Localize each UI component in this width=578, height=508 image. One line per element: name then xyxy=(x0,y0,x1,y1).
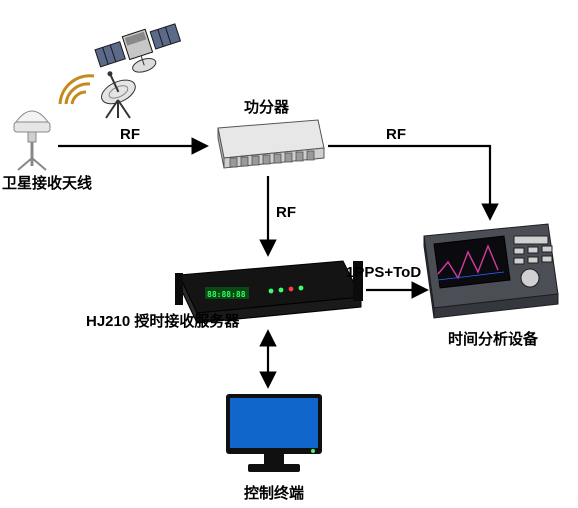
server-label: HJ210 授时接收服务器 xyxy=(86,310,239,331)
terminal-label: 控制终端 xyxy=(244,482,304,503)
analyzer-icon xyxy=(418,222,562,322)
edge-label-rf3: RF xyxy=(276,204,296,221)
splitter-icon xyxy=(210,118,326,172)
antenna-label: 卫星接收天线 xyxy=(2,172,92,193)
splitter-label: 功分器 xyxy=(244,96,289,117)
svg-text:88:88:88: 88:88:88 xyxy=(207,290,246,299)
edge-label-rf1: RF xyxy=(120,126,140,143)
gnss-antenna-icon xyxy=(6,100,58,172)
analyzer-label: 时间分析设备 xyxy=(448,328,538,349)
edge-splitter-analyzer xyxy=(328,146,490,218)
signal-waves-icon xyxy=(50,70,106,116)
edge-label-pps: 1PPS+ToD xyxy=(346,264,421,281)
monitor-icon xyxy=(220,390,328,480)
edge-label-rf2: RF xyxy=(386,126,406,143)
